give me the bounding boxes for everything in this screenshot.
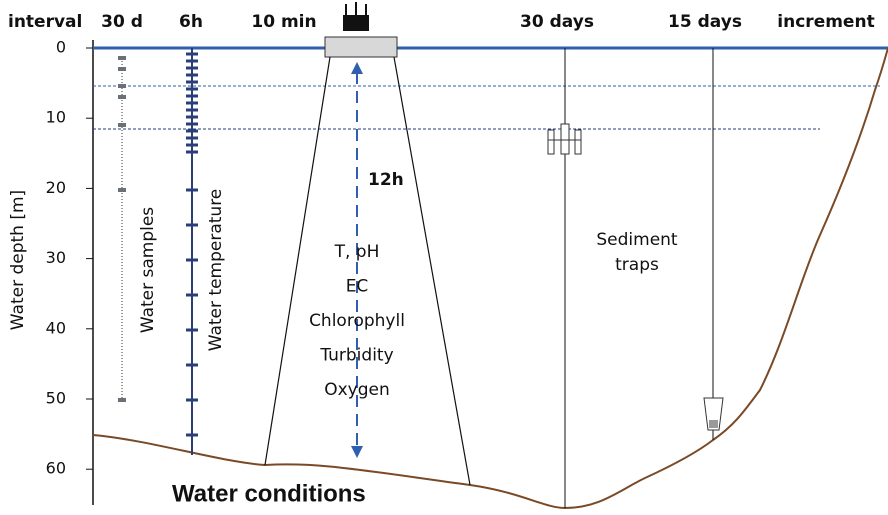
- sample-marker: [118, 95, 126, 99]
- arrow-head: [351, 446, 363, 458]
- sample-marker: [118, 398, 126, 402]
- profile-boundary: [264, 56, 331, 466]
- sample-marker: [118, 56, 126, 60]
- parameter-label: EC: [346, 277, 369, 297]
- label: Water temperature: [206, 189, 226, 352]
- tick-label: 60: [46, 459, 66, 478]
- axis-title: Water depth [m]: [8, 190, 28, 330]
- lake-bottom: [92, 47, 888, 510]
- sample-markers: [118, 56, 126, 402]
- sample-marker: [118, 67, 126, 71]
- trap-icon: [547, 123, 582, 155]
- temperature-sensors: [186, 52, 198, 437]
- label: Water samples: [138, 207, 158, 333]
- header-label: 15 days: [668, 12, 742, 32]
- tick-label: 20: [46, 178, 66, 197]
- parameters: T, pH EC Chlorophyll Turbidity Oxygen: [309, 242, 405, 400]
- parameter-label: Chlorophyll: [309, 311, 405, 331]
- label: 12h: [368, 170, 404, 190]
- header-label: 30 d: [101, 12, 143, 32]
- header-label: 6h: [179, 12, 203, 32]
- tick-label: 10: [46, 108, 66, 127]
- trap-label-line: Sediment: [596, 230, 678, 250]
- parameter-label: Turbidity: [319, 346, 393, 366]
- platform: [324, 36, 398, 58]
- trap-label-line: traps: [615, 255, 659, 275]
- trap-icon: [709, 420, 718, 428]
- sample-marker: [118, 123, 126, 127]
- arrow-head: [351, 62, 363, 74]
- sample-marker: [118, 188, 126, 192]
- trap-label: Sediment traps: [596, 230, 678, 275]
- trap-icon: [703, 397, 724, 431]
- tick-label: 30: [46, 248, 66, 267]
- parameter-label: Oxygen: [324, 380, 390, 400]
- tick-label: 50: [46, 389, 66, 408]
- parameter-label: T, pH: [334, 242, 380, 262]
- buoy-icon: [343, 15, 369, 31]
- tick-label: 0: [56, 38, 66, 57]
- tick-label: 40: [46, 318, 66, 337]
- header-label: 10 min: [251, 12, 316, 32]
- axis-ticks: 0 10 20 30 40 50 60: [46, 38, 93, 478]
- profile-boundary: [393, 56, 471, 486]
- header-label: 30 days: [520, 12, 594, 32]
- header-label: increment: [777, 12, 874, 32]
- sample-marker: [118, 84, 126, 88]
- footer-title: Water conditions: [172, 480, 366, 507]
- header-label: interval: [8, 12, 82, 32]
